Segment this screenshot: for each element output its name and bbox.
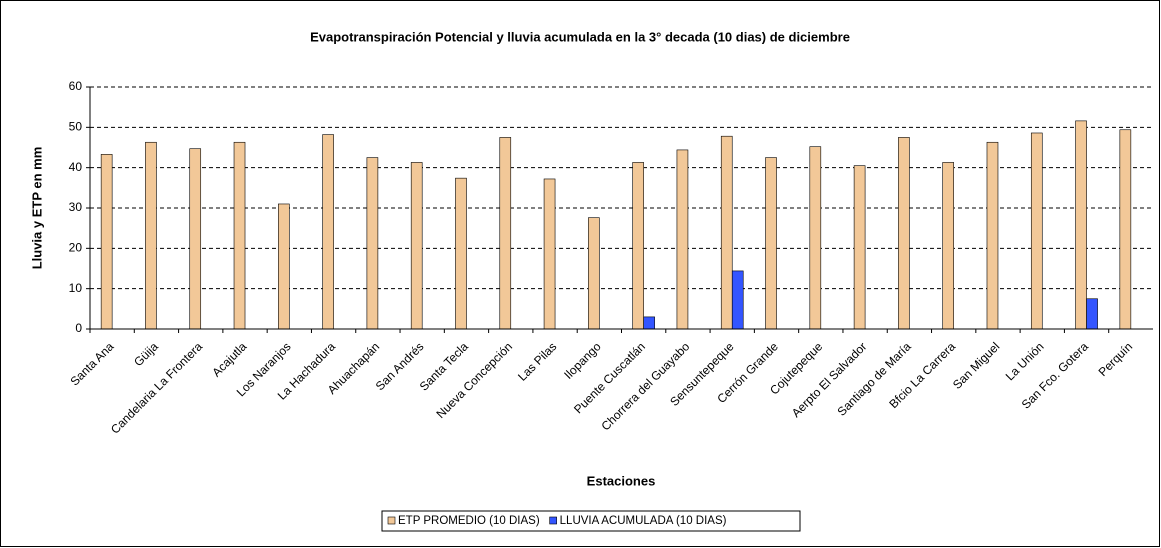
bar [366,157,379,330]
bar [731,270,744,330]
bar [853,165,866,330]
bar [942,162,954,330]
bar [898,137,910,330]
bar [145,141,157,330]
bar [1075,120,1087,330]
y-tick-label: 0 [75,321,82,335]
bar [588,217,600,330]
legend-label: LLUVIA ACUMULADA (10 DIAS) [560,515,727,527]
bar [410,162,423,330]
bar [632,162,644,330]
y-tick-label: 10 [69,281,83,295]
y-tick-label: 20 [69,241,83,255]
bar [100,154,113,330]
bar [322,134,334,330]
chart-title: Evapotranspiración Potencial y lluvia ac… [310,29,850,44]
bar [1119,129,1132,330]
bar [986,141,999,330]
bar [1086,298,1098,330]
bar [233,141,246,330]
bar [765,157,777,330]
bar [499,137,512,330]
bar [189,148,202,330]
bar [543,178,556,330]
y-tick-label: 30 [69,200,83,214]
legend-swatch [387,516,396,525]
bar [455,177,467,330]
bar [1030,132,1043,330]
legend-box [381,510,801,532]
legend-swatch [549,516,557,525]
legend-label: ETP PROMEDIO (10 DIAS) [398,515,540,527]
bar [676,149,689,330]
x-axis-title: Estaciones [587,473,656,488]
y-axis-title: Lluvia y ETP en mm [29,147,44,270]
bar [278,203,290,330]
bar [809,146,822,330]
bar [720,135,733,330]
y-tick-label: 40 [69,160,83,174]
bar [643,316,655,330]
y-tick-label: 60 [69,79,83,93]
y-tick-label: 50 [69,120,83,134]
